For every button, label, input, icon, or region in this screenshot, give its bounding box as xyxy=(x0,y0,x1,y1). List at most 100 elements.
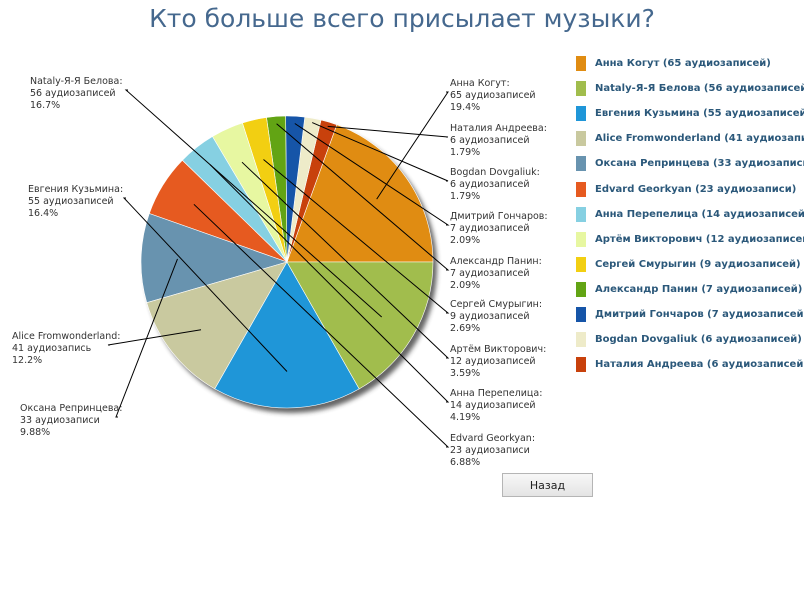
pie-slice xyxy=(146,261,288,390)
legend-item: Александр Панин (7 аудиозаписей) xyxy=(576,277,804,302)
legend-item: Alice Fromwonderland (41 аудиозапись) xyxy=(576,126,804,151)
page-title: Кто больше всего присылает музыки? xyxy=(149,4,655,33)
data-label-percent: 3.59% xyxy=(450,368,480,379)
legend-label: Анна Когут (65 аудиозаписей) xyxy=(595,58,771,70)
data-label-count: 41 аудиозапись xyxy=(12,343,92,354)
leader-line xyxy=(276,123,450,271)
pie-slice xyxy=(140,213,288,304)
data-label-name: Alice Fromwonderland: xyxy=(12,331,121,342)
legend-item: Евгения Кузьмина (55 аудиозаписей) xyxy=(576,101,804,126)
legend-label: Alice Fromwonderland (41 аудиозапись) xyxy=(595,133,804,145)
legend-item: Наталия Андреева (6 аудиозаписей) xyxy=(576,352,804,377)
data-label-percent: 16.7% xyxy=(30,100,60,111)
data-label-name: Оксана Репринцева: xyxy=(20,403,122,414)
pie-slice xyxy=(286,261,434,390)
legend-swatch xyxy=(576,206,586,222)
legend-label: Дмитрий Гончаров (7 аудиозаписей) xyxy=(595,308,804,320)
data-label-name: Артём Викторович: xyxy=(450,344,546,355)
legend-swatch xyxy=(576,231,586,247)
legend-label: Евгения Кузьмина (55 аудиозаписей) xyxy=(595,108,804,120)
leader-line xyxy=(115,258,178,418)
chart-legend: Анна Когут (65 аудиозаписей) Nataly-Я-Я Б… xyxy=(576,51,804,377)
legend-swatch xyxy=(576,306,586,322)
data-label-percent: 6.88% xyxy=(450,457,480,468)
data-label-percent: 1.79% xyxy=(450,191,480,202)
data-label-count: 9 аудиозаписей xyxy=(450,311,530,322)
data-label-count: 12 аудиозаписей xyxy=(450,356,536,367)
legend-swatch xyxy=(576,256,586,272)
leader-line xyxy=(376,91,449,200)
data-label-count: 33 аудиозаписи xyxy=(20,415,100,426)
leader-line xyxy=(122,197,288,372)
data-label-count: 6 аудиозаписей xyxy=(450,179,530,190)
leader-line xyxy=(124,89,383,318)
leader-line xyxy=(327,125,449,138)
data-label-count: 55 аудиозаписей xyxy=(28,196,114,207)
legend-label: Edvard Georkyan (23 аудиозаписи) xyxy=(595,183,797,195)
legend-item: Дмитрий Гончаров (7 аудиозаписей) xyxy=(576,302,804,327)
legend-swatch xyxy=(576,156,586,172)
data-label-name: Edvard Georkyan: xyxy=(450,433,535,444)
data-label-percent: 4.19% xyxy=(450,412,480,423)
data-label-percent: 12.2% xyxy=(12,355,42,366)
data-label-percent: 19.4% xyxy=(450,102,480,113)
data-label-name: Сергей Смурыгин: xyxy=(450,299,542,310)
data-label-name: Анна Когут: xyxy=(450,78,510,89)
data-label-count: 14 аудиозаписей xyxy=(450,400,536,411)
leader-line xyxy=(107,329,202,346)
legend-item: Анна Когут (65 аудиозаписей) xyxy=(576,51,804,76)
data-label-name: Nataly-Я-Я Белова: xyxy=(30,76,123,87)
legend-item: Оксана Репринцева (33 аудиозаписи) xyxy=(576,151,804,176)
data-label-percent: 2.09% xyxy=(450,235,480,246)
legend-swatch xyxy=(576,181,586,197)
legend-item: Bogdan Dovgaliuk (6 аудиозаписей) xyxy=(576,327,804,352)
data-label-count: 56 аудиозаписей xyxy=(30,88,116,99)
legend-label: Bogdan Dovgaliuk (6 аудиозаписей) xyxy=(595,334,802,346)
data-label-name: Bogdan Dovgaliuk: xyxy=(450,167,540,178)
data-label-count: 7 аудиозаписей xyxy=(450,223,530,234)
legend-label: Наталия Андреева (6 аудиозаписей) xyxy=(595,359,804,371)
data-label-name: Евгения Кузьмина: xyxy=(28,184,123,195)
legend-label: Оксана Репринцева (33 аудиозаписи) xyxy=(595,158,804,170)
legend-swatch xyxy=(576,56,586,72)
legend-label: Артём Викторович (12 аудиозаписей) xyxy=(595,233,804,245)
legend-swatch xyxy=(576,131,586,147)
back-button[interactable]: Назад xyxy=(502,473,593,497)
legend-swatch xyxy=(576,81,586,97)
data-label-name: Анна Перепелица: xyxy=(450,388,542,399)
legend-item: Edvard Georkyan (23 аудиозаписи) xyxy=(576,176,804,201)
leader-line xyxy=(294,123,450,226)
data-label-name: Дмитрий Гончаров: xyxy=(450,211,548,222)
legend-swatch xyxy=(576,106,586,122)
leader-line xyxy=(193,203,450,448)
legend-label: Nataly-Я-Я Белова (56 аудиозаписей) xyxy=(595,83,804,95)
leader-line xyxy=(209,164,450,403)
legend-swatch xyxy=(576,357,586,373)
legend-item: Анна Перепелица (14 аудиозаписей) xyxy=(576,202,804,227)
leader-line xyxy=(312,122,449,182)
legend-swatch xyxy=(576,332,586,348)
legend-swatch xyxy=(576,281,586,297)
data-label-name: Александр Панин: xyxy=(450,256,542,267)
pie-slice xyxy=(214,261,360,409)
legend-label: Александр Панин (7 аудиозаписей) xyxy=(595,283,803,295)
legend-item: Nataly-Я-Я Белова (56 аудиозаписей) xyxy=(576,76,804,101)
legend-item: Сергей Смурыгин (9 аудиозаписей) xyxy=(576,252,804,277)
data-label-percent: 16.4% xyxy=(28,208,58,219)
data-label-count: 23 аудиозаписи xyxy=(450,445,530,456)
leader-line xyxy=(263,159,450,314)
pie-slice xyxy=(286,124,434,263)
data-label-percent: 2.09% xyxy=(450,280,480,291)
leader-line xyxy=(241,161,450,359)
data-label-percent: 2.69% xyxy=(450,323,480,334)
legend-label: Сергей Смурыгин (9 аудиозаписей) xyxy=(595,258,801,270)
data-label-percent: 9.88% xyxy=(20,427,50,438)
data-label-percent: 1.79% xyxy=(450,147,480,158)
data-label-name: Наталия Андреева: xyxy=(450,123,547,134)
data-label-count: 6 аудиозаписей xyxy=(450,135,530,146)
data-label-count: 65 аудиозаписей xyxy=(450,90,536,101)
data-label-count: 7 аудиозаписей xyxy=(450,268,530,279)
legend-label: Анна Перепелица (14 аудиозаписей) xyxy=(595,208,804,220)
legend-item: Артём Викторович (12 аудиозаписей) xyxy=(576,227,804,252)
